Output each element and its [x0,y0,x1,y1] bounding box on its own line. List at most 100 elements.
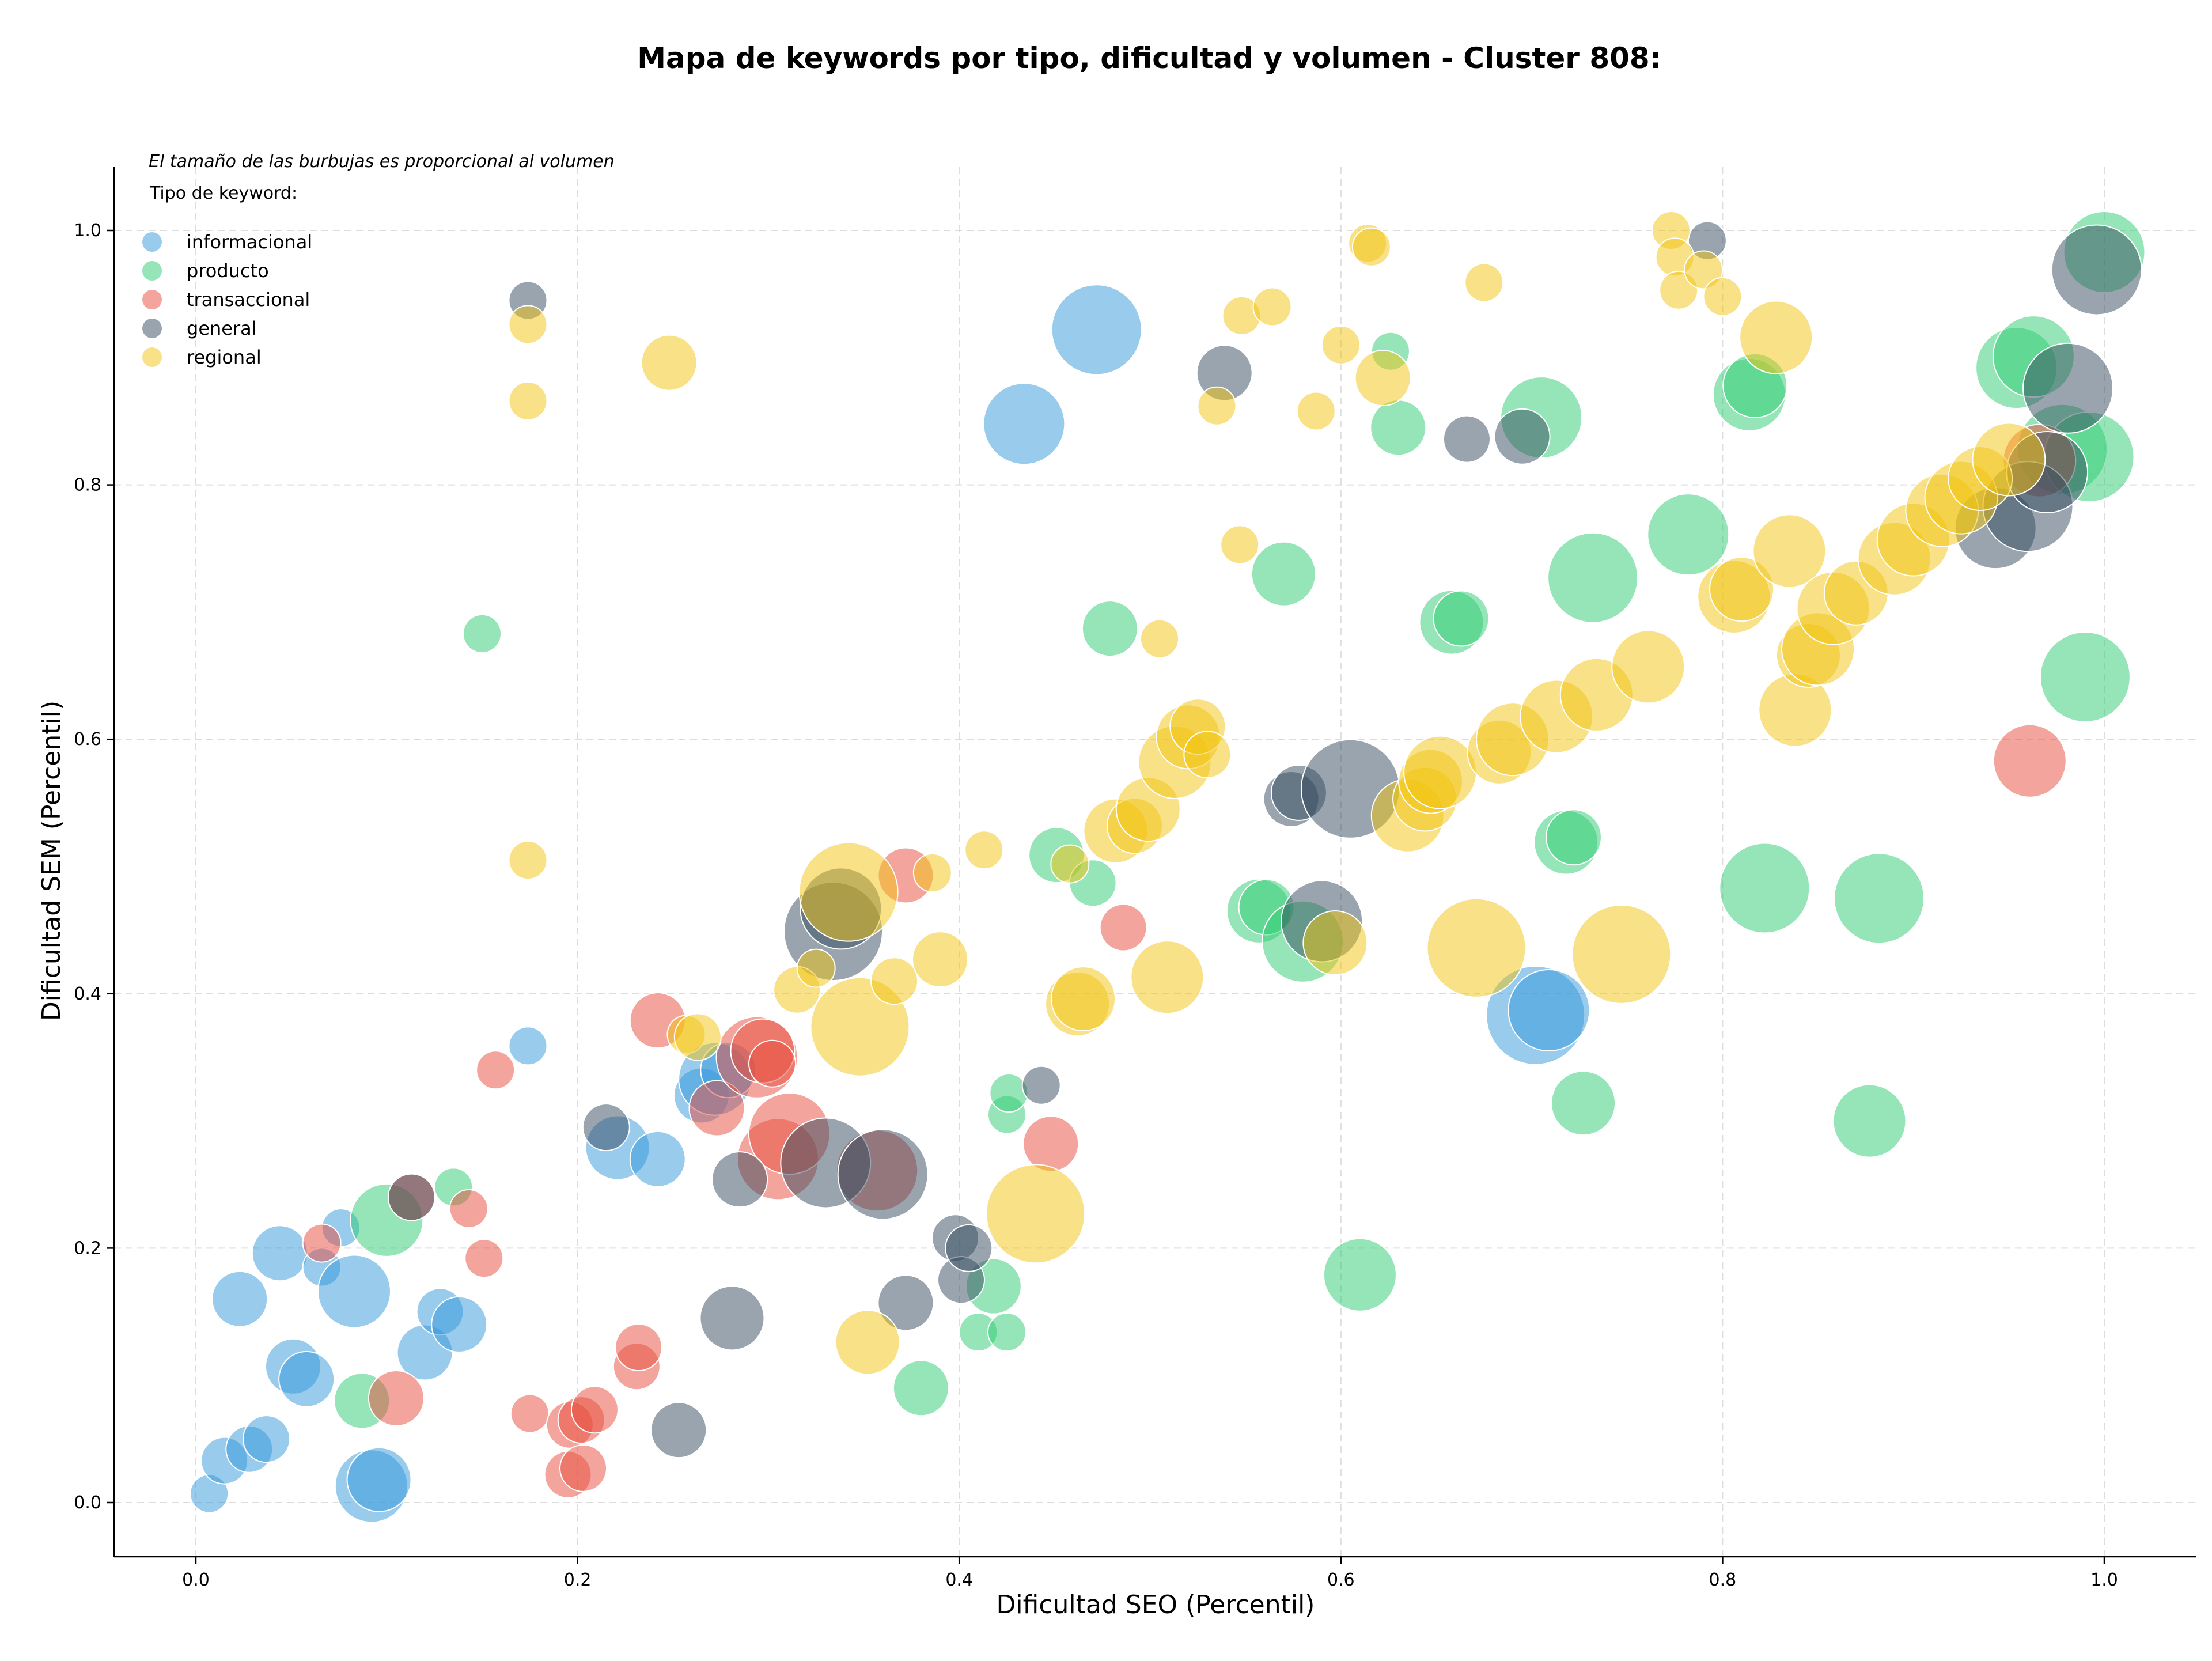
x-tick-label: 0.4 [945,1570,973,1590]
bubble-regional [1426,898,1527,998]
bubble-regional [870,957,919,1005]
bubble-regional [508,381,548,421]
bubble-producto [892,1360,949,1417]
bubble-informacional [251,1225,308,1282]
bubble-general [2051,224,2142,316]
bubble-informacional [243,1415,291,1463]
bubble-general [582,1103,630,1152]
bubble-regional [508,305,548,345]
bubble-general [1021,1065,1061,1105]
bubble-regional [1197,386,1237,426]
bubble-transaccional [688,1080,745,1137]
y-tick-label: 1.0 [74,221,101,241]
bubble-producto [2039,631,2131,723]
bubble-transaccional [510,1394,550,1433]
bubbles [190,211,2146,1523]
bubble-regional [1972,422,2046,497]
x-tick-label: 1.0 [2090,1570,2118,1590]
bubble-transaccional [1022,1115,1080,1172]
bubble-producto [1647,493,1730,576]
x-ticks: 0.0 0.2 0.4 0.6 0.8 1.0 [182,1557,2118,1590]
legend-marker-general [142,319,162,338]
bubble-regional [798,842,899,942]
bubble-regional [835,1310,900,1375]
bubble-informacional [1051,284,1142,376]
bubble-transaccional [368,1369,425,1427]
bubble-producto [1834,853,1925,944]
bubble-producto [1433,590,1490,647]
bubble-general [1442,415,1491,463]
bubble-regional [964,830,1004,870]
bubble-regional [986,1164,1086,1264]
bubble-informacional [317,1254,391,1329]
chart-title: Mapa de keywords por tipo, dificultad y … [637,41,1661,75]
bubble-regional [673,1013,722,1061]
legend-marker-regional [142,347,162,367]
bubble-general [2022,342,2114,434]
bubble-transaccional [570,1386,619,1434]
legend: informacional producto transaccional genera… [142,231,312,368]
bubble-general [650,1402,707,1459]
bubble-informacional [508,1026,548,1066]
legend-marker-producto [142,261,162,281]
bubble-regional [1252,287,1292,327]
y-tick-label: 0.2 [74,1238,101,1258]
legend-label-producto: producto [187,260,269,282]
bubble-producto [1081,600,1138,657]
bubble-regional [1611,630,1685,704]
axes [113,167,2196,1558]
legend-marker-informacional [142,232,162,252]
bubble-general [837,1129,929,1220]
bubble-regional [1403,735,1478,809]
legend-marker-transaccional [142,290,162,309]
bubble-regional [1354,350,1411,407]
y-tick-label: 0.8 [74,475,101,495]
bubble-regional [1051,966,1116,1032]
bubble-transaccional [449,1189,488,1228]
y-tick-label: 0.6 [74,729,101,750]
bubble-regional [1464,263,1504,302]
bubble-informacional [211,1270,268,1327]
bubble-regional [1130,940,1205,1015]
bubble-transaccional [1993,724,2067,798]
bubble-producto [1719,842,1810,934]
bubble-regional [1220,525,1260,565]
bubble-producto [1251,541,1316,607]
bubble-informacional [629,1130,686,1187]
bubble-regional [1703,277,1743,316]
x-tick-label: 0.6 [1327,1570,1355,1590]
bubble-regional [1752,514,1827,588]
bubble-general [699,1285,765,1351]
bubble-informacional [278,1350,335,1408]
series-regional [508,211,2046,1375]
bubble-producto [1370,399,1427,456]
bubble-regional [508,840,548,880]
bubble-informacional [431,1296,488,1353]
bubble-producto [1547,532,1639,623]
bubble-producto [987,1312,1027,1352]
bubble-regional [1709,557,1775,622]
bubble-producto [1545,809,1602,866]
bubble-regional [1351,227,1391,267]
bubble-general [711,1151,768,1208]
bubble-transaccional [748,1039,797,1088]
bubble-general [945,1224,993,1272]
bubble-regional [1302,910,1368,975]
size-annotation: El tamaño de las burbujas es proporciona… [149,152,615,172]
y-tick-label: 0.4 [74,984,101,1004]
bubble-informacional [346,1447,412,1512]
bubble-regional [1739,300,1813,374]
bubble-regional [1140,619,1180,659]
x-tick-label: 0.2 [564,1570,592,1590]
bubble-regional [641,334,698,391]
legend-label-regional: regional [187,346,262,368]
bubble-transaccional [302,1223,342,1263]
legend-label-informacional: informacional [187,231,312,253]
y-ticks: 0.0 0.2 0.4 0.6 0.8 1.0 [74,221,114,1513]
bubble-producto [1323,1238,1397,1312]
series-general [387,221,2142,1459]
legend-title: Tipo de keyword: [149,183,297,203]
bubble-regional [1571,904,1672,1004]
x-tick-label: 0.0 [182,1570,210,1590]
bubble-regional [796,948,836,988]
